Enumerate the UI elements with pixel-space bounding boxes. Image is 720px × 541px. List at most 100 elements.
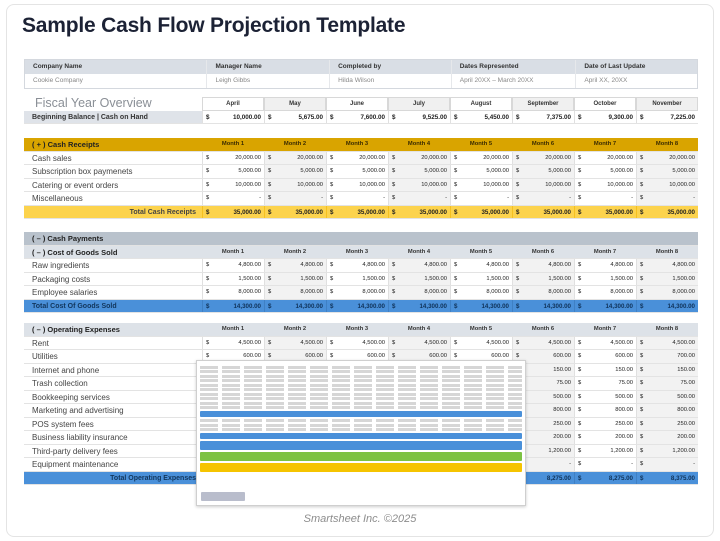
row-label[interactable]: Catering or event orders (32, 180, 119, 190)
amount-cell[interactable]: $1,500.00 (512, 272, 574, 285)
row-label[interactable]: Bookkeeping services (32, 392, 110, 402)
row-label[interactable]: Business liability insurance (32, 433, 128, 442)
amount-cell[interactable]: $600.00 (264, 350, 326, 363)
amount-cell[interactable]: $600.00 (574, 350, 636, 363)
preview-button[interactable] (201, 492, 245, 501)
amount-cell[interactable]: $4,800.00 (512, 259, 574, 272)
amount-cell[interactable]: $1,500.00 (636, 272, 698, 285)
amount-cell[interactable]: $- (636, 192, 698, 205)
info-value[interactable]: Leigh Gibbs (207, 74, 331, 88)
amount-cell[interactable]: $4,500.00 (326, 336, 388, 349)
info-value[interactable]: Hilda Wilson (330, 74, 452, 88)
amount-cell[interactable]: $1,500.00 (326, 272, 388, 285)
amount-cell[interactable]: $1,200.00 (636, 444, 698, 457)
amount-cell[interactable]: $4,800.00 (636, 259, 698, 272)
info-value[interactable]: April 20XX – March 20XX (452, 74, 577, 88)
amount-cell[interactable]: $20,000.00 (202, 151, 264, 164)
row-label[interactable]: POS system fees (32, 419, 94, 429)
amount-cell[interactable]: $700.00 (636, 350, 698, 363)
amount-cell[interactable]: $- (636, 458, 698, 471)
amount-cell[interactable]: $1,500.00 (264, 272, 326, 285)
row-label[interactable]: Internet and phone (32, 365, 100, 375)
amount-cell[interactable]: $- (574, 192, 636, 205)
section-title[interactable]: ( + ) Cash Receipts (32, 140, 100, 149)
section-title[interactable]: ( – ) Operating Expenses (32, 325, 120, 334)
amount-cell[interactable]: $- (202, 192, 264, 205)
amount-cell[interactable]: $200.00 (636, 431, 698, 444)
amount-cell[interactable]: $4,800.00 (326, 259, 388, 272)
amount-cell[interactable]: $4,800.00 (450, 259, 512, 272)
row-label[interactable]: Rent (32, 338, 49, 348)
amount-cell[interactable]: $5,000.00 (326, 165, 388, 178)
amount-cell[interactable]: $5,000.00 (512, 165, 574, 178)
amount-cell[interactable]: $1,200.00 (574, 444, 636, 457)
amount-cell[interactable]: $20,000.00 (574, 151, 636, 164)
amount-cell[interactable]: $20,000.00 (264, 151, 326, 164)
amount-cell[interactable]: $8,000.00 (202, 286, 264, 299)
amount-cell[interactable]: $1,500.00 (202, 272, 264, 285)
amount-cell[interactable]: $- (388, 192, 450, 205)
amount-cell[interactable]: $5,000.00 (202, 165, 264, 178)
amount-cell[interactable]: $20,000.00 (450, 151, 512, 164)
amount-cell[interactable]: $10,000.00 (326, 178, 388, 191)
amount-cell[interactable]: $10,000.00 (388, 178, 450, 191)
row-label[interactable]: Miscellaneous (32, 194, 83, 203)
row-label[interactable]: Raw ingredients (32, 261, 90, 270)
amount-cell[interactable]: $800.00 (636, 404, 698, 417)
amount-cell[interactable]: $10,000.00 (450, 178, 512, 191)
amount-cell[interactable]: $600.00 (450, 350, 512, 363)
amount-cell[interactable]: $600.00 (388, 350, 450, 363)
amount-cell[interactable]: $600.00 (326, 350, 388, 363)
amount-cell[interactable]: $1,500.00 (450, 272, 512, 285)
amount-cell[interactable]: $10,000.00 (574, 178, 636, 191)
amount-cell[interactable]: $600.00 (512, 350, 574, 363)
amount-cell[interactable]: $8,000.00 (574, 286, 636, 299)
amount-cell[interactable]: $4,500.00 (512, 336, 574, 349)
amount-cell[interactable]: $4,500.00 (202, 336, 264, 349)
row-label[interactable]: Packaging costs (32, 274, 91, 284)
amount-cell[interactable]: $10,000.00 (264, 178, 326, 191)
amount-cell[interactable]: $5,000.00 (450, 165, 512, 178)
amount-cell[interactable]: $1,500.00 (388, 272, 450, 285)
info-value[interactable]: Cookie Company (25, 74, 208, 88)
row-label[interactable]: Cash sales (32, 153, 72, 163)
row-label[interactable]: Equipment maintenance (32, 460, 119, 469)
amount-cell[interactable]: $8,000.00 (388, 286, 450, 299)
amount-cell[interactable]: $150.00 (636, 363, 698, 376)
amount-cell[interactable]: $800.00 (574, 404, 636, 417)
amount-cell[interactable]: $- (450, 192, 512, 205)
amount-cell[interactable]: $4,500.00 (264, 336, 326, 349)
row-label[interactable]: Subscription box paymenets (32, 167, 133, 176)
amount-cell[interactable]: $5,000.00 (636, 165, 698, 178)
amount-cell[interactable]: $10,000.00 (512, 178, 574, 191)
row-label[interactable]: Utilities (32, 352, 58, 361)
amount-cell[interactable]: $250.00 (574, 417, 636, 430)
amount-cell[interactable]: $75.00 (574, 377, 636, 390)
section-title[interactable]: ( – ) Cost of Goods Sold (32, 247, 118, 257)
amount-cell[interactable]: $- (512, 192, 574, 205)
amount-cell[interactable]: $10,000.00 (636, 178, 698, 191)
section-title[interactable]: ( – ) Cash Payments (32, 234, 104, 243)
amount-cell[interactable]: $8,000.00 (326, 286, 388, 299)
row-label[interactable]: Marketing and advertising (32, 406, 124, 415)
amount-cell[interactable]: $- (574, 458, 636, 471)
amount-cell[interactable]: $20,000.00 (326, 151, 388, 164)
amount-cell[interactable]: $500.00 (574, 390, 636, 403)
amount-cell[interactable]: $20,000.00 (388, 151, 450, 164)
amount-cell[interactable]: $5,000.00 (388, 165, 450, 178)
amount-cell[interactable]: $4,800.00 (202, 259, 264, 272)
amount-cell[interactable]: $8,000.00 (450, 286, 512, 299)
amount-cell[interactable]: $1,500.00 (574, 272, 636, 285)
amount-cell[interactable]: $8,000.00 (636, 286, 698, 299)
amount-cell[interactable]: $- (264, 192, 326, 205)
amount-cell[interactable]: $250.00 (636, 417, 698, 430)
amount-cell[interactable]: $5,000.00 (574, 165, 636, 178)
amount-cell[interactable]: $4,500.00 (450, 336, 512, 349)
amount-cell[interactable]: $20,000.00 (512, 151, 574, 164)
amount-cell[interactable]: $5,000.00 (264, 165, 326, 178)
amount-cell[interactable]: $4,800.00 (388, 259, 450, 272)
amount-cell[interactable]: $10,000.00 (202, 178, 264, 191)
amount-cell[interactable]: $4,800.00 (574, 259, 636, 272)
amount-cell[interactable]: $75.00 (636, 377, 698, 390)
amount-cell[interactable]: $8,000.00 (264, 286, 326, 299)
